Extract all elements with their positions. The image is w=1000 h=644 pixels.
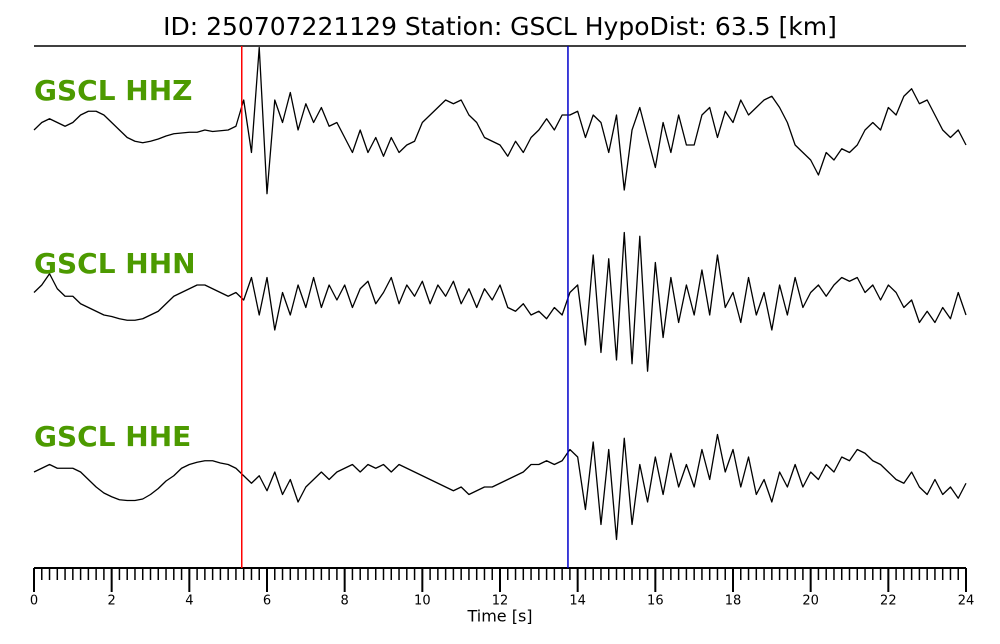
x-tick-label: 2 — [108, 594, 116, 609]
trace-label: GSCL HHE — [34, 420, 191, 453]
x-tick-label: 0 — [30, 594, 38, 609]
trace — [33, 231, 967, 372]
trace-label: GSCL HHZ — [34, 74, 192, 107]
trace — [33, 46, 967, 195]
x-tick-label: 24 — [958, 594, 975, 609]
x-tick-label: 18 — [725, 594, 742, 609]
x-axis-label: Time [s] — [466, 607, 532, 626]
x-tick-label: 22 — [880, 594, 897, 609]
x-tick-label: 10 — [414, 594, 431, 609]
x-tick-label: 12 — [492, 594, 509, 609]
x-tick-label: 4 — [185, 594, 193, 609]
x-tick-label: 6 — [263, 594, 271, 609]
x-tick-label: 8 — [341, 594, 349, 609]
chart-title: ID: 250707221129 Station: GSCL HypoDist:… — [163, 12, 837, 41]
x-tick-label: 20 — [802, 594, 819, 609]
trace — [33, 433, 967, 541]
trace-label: GSCL HHN — [34, 247, 196, 280]
x-tick-label: 14 — [569, 594, 586, 609]
x-tick-label: 16 — [647, 594, 664, 609]
